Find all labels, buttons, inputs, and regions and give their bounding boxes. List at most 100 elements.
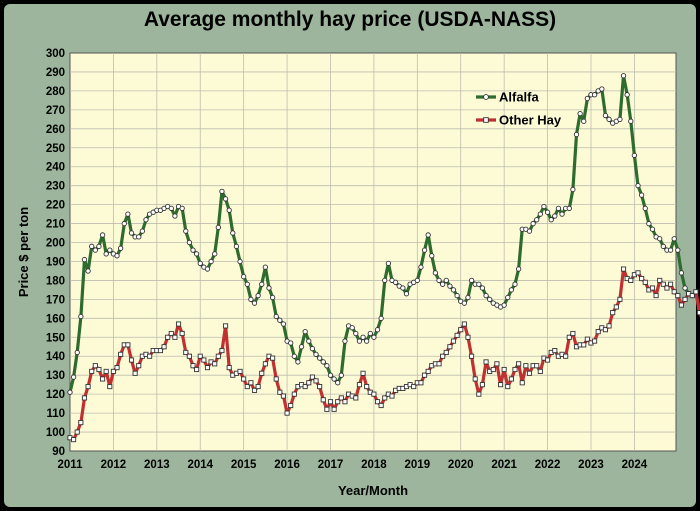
data-point — [255, 384, 261, 390]
data-point — [461, 300, 468, 306]
data-point — [541, 203, 547, 210]
data-point — [628, 118, 634, 124]
data-point — [201, 357, 207, 363]
data-point — [194, 366, 200, 373]
data-point — [545, 357, 551, 363]
data-point — [422, 372, 428, 378]
data-point — [96, 243, 102, 249]
data-point — [219, 188, 225, 195]
data-point — [342, 399, 348, 405]
data-point — [78, 313, 84, 320]
legend: Alfalfa Other Hay — [476, 90, 562, 128]
x-tick-label: 2016 — [274, 459, 300, 471]
data-point — [465, 294, 471, 301]
data-point — [469, 353, 475, 359]
data-point — [548, 217, 554, 223]
data-point — [573, 131, 580, 138]
y-tick-label: 270 — [46, 105, 65, 117]
data-point — [617, 116, 623, 122]
data-point — [678, 302, 684, 308]
gridlines — [70, 53, 676, 451]
y-tick-label: 100 — [46, 427, 65, 439]
data-point — [682, 296, 688, 302]
data-point — [371, 391, 377, 397]
y-tick-label: 110 — [46, 408, 65, 420]
legend-marker — [483, 117, 489, 123]
data-point — [81, 256, 88, 263]
data-point — [342, 338, 348, 344]
data-point — [324, 406, 330, 412]
data-point — [534, 217, 540, 223]
data-point — [237, 258, 243, 265]
legend-label: Alfalfa — [499, 90, 540, 105]
data-point — [606, 116, 612, 122]
data-point — [505, 384, 511, 390]
data-point — [374, 399, 381, 405]
y-tick-label: 260 — [46, 124, 65, 136]
data-point — [280, 393, 287, 399]
data-point — [288, 402, 294, 409]
x-tick-label: 2021 — [491, 459, 517, 471]
data-point — [295, 359, 301, 365]
data-point — [128, 230, 135, 236]
legend-label: Other Hay — [499, 113, 562, 128]
data-point — [280, 321, 287, 327]
data-point — [458, 327, 464, 333]
data-point — [74, 349, 80, 356]
data-point — [161, 344, 167, 350]
x-axis-ticks: 2011 2012 2013 2014 2015 2016 2017 2018 2019 2020… — [58, 459, 648, 471]
data-point — [664, 285, 670, 291]
data-point — [667, 247, 674, 253]
data-point — [440, 353, 446, 359]
data-point — [186, 353, 192, 359]
data-point — [628, 277, 634, 283]
data-point — [248, 296, 254, 303]
data-point — [443, 349, 449, 355]
data-point — [439, 281, 446, 287]
data-point — [273, 376, 279, 382]
data-point — [248, 380, 254, 386]
data-point — [251, 387, 258, 393]
data-point — [675, 247, 681, 253]
data-point — [219, 348, 225, 354]
data-point — [429, 253, 435, 259]
data-point — [273, 313, 279, 320]
data-point — [313, 378, 319, 384]
y-tick-label: 130 — [46, 370, 65, 382]
data-point — [516, 361, 522, 367]
data-point — [570, 186, 576, 193]
data-point — [523, 363, 529, 369]
data-point — [147, 353, 153, 359]
data-point — [183, 349, 189, 355]
y-tick-label: 250 — [46, 143, 65, 155]
data-point — [168, 330, 174, 337]
data-point — [584, 95, 591, 102]
data-point — [103, 368, 109, 374]
data-point — [197, 353, 203, 359]
data-point — [425, 232, 431, 238]
data-point — [487, 296, 493, 303]
data-point — [454, 292, 460, 299]
data-point — [277, 389, 283, 395]
data-point — [168, 205, 174, 212]
data-point — [378, 402, 384, 409]
data-point — [324, 363, 330, 369]
data-point — [508, 287, 515, 293]
y-tick-label: 90 — [52, 446, 65, 458]
data-point — [335, 399, 341, 405]
data-point — [392, 279, 399, 285]
data-point — [353, 330, 359, 337]
data-point — [602, 327, 609, 333]
x-tick-label: 2013 — [144, 459, 170, 471]
data-point — [483, 292, 489, 299]
y-tick-label: 220 — [46, 200, 65, 212]
data-point — [693, 289, 699, 295]
data-point — [584, 336, 590, 342]
data-point — [136, 234, 142, 240]
legend-marker — [483, 94, 489, 100]
data-point — [660, 281, 666, 287]
x-tick-label: 2015 — [231, 459, 257, 471]
data-point — [646, 220, 652, 227]
data-point — [657, 236, 663, 242]
data-point — [356, 382, 362, 388]
